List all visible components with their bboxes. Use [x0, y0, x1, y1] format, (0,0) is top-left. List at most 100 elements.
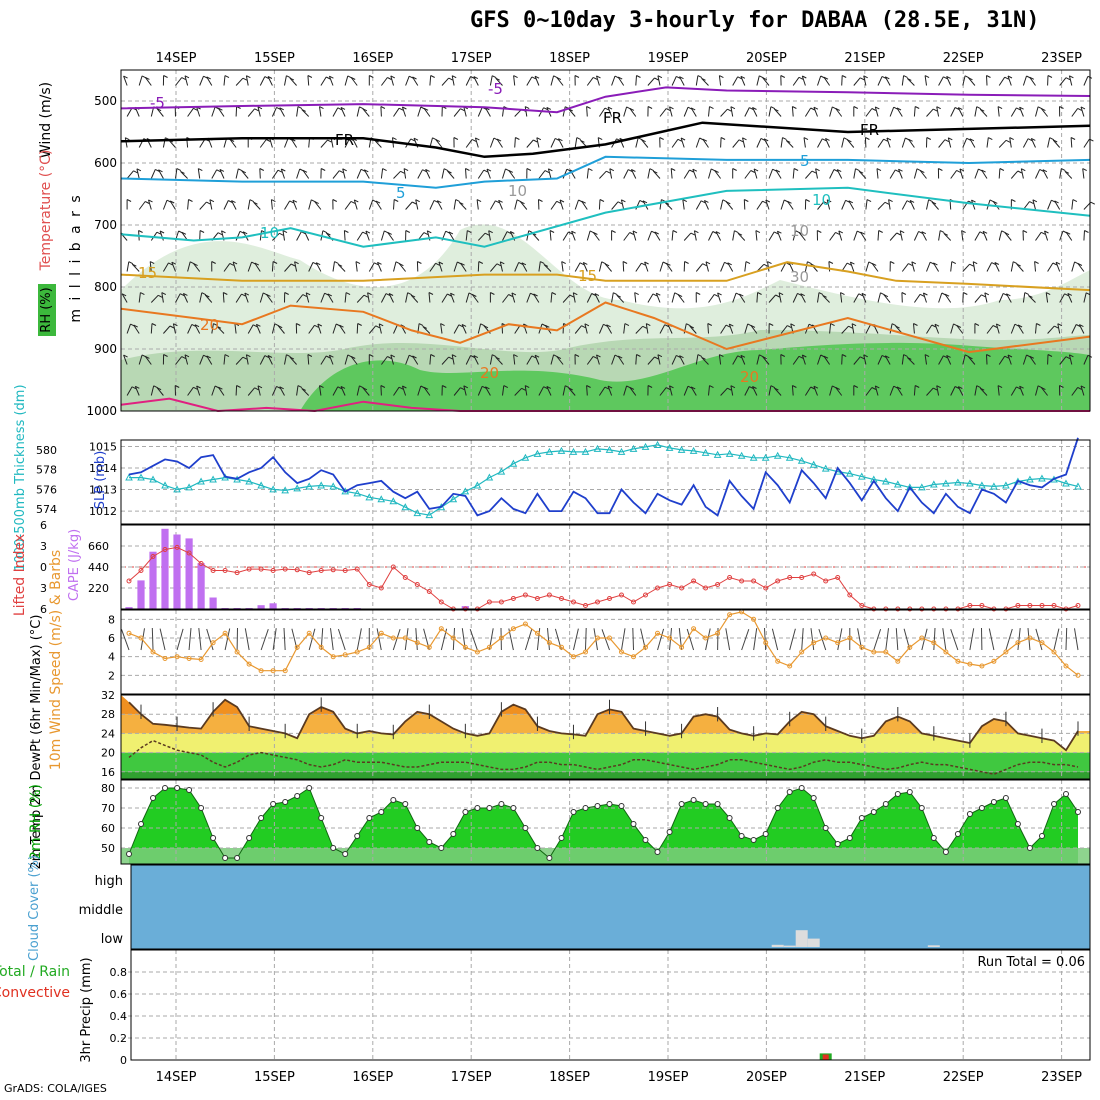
wind-barb-flag — [277, 169, 283, 173]
wind-barb — [488, 230, 491, 241]
wind-barb-flag — [719, 354, 724, 358]
wind-barb — [693, 230, 697, 241]
wind-barb-flag — [460, 262, 465, 266]
surface-wind-barb — [547, 628, 550, 651]
wind-barb-flag — [533, 139, 538, 143]
thickness-point — [797, 456, 806, 464]
wind-barb — [126, 107, 133, 117]
wind-barb-flag — [427, 230, 432, 234]
wind-barb — [393, 170, 401, 179]
wind-barb-flag — [958, 386, 963, 390]
wind-barb-flag — [374, 262, 379, 266]
wind-barb — [986, 325, 994, 334]
wind-barb-flag — [447, 293, 452, 297]
wind-barb — [768, 231, 775, 241]
wind-barb-flag — [629, 232, 634, 235]
wind-barb-flag — [272, 261, 278, 264]
thickness-point — [425, 511, 434, 519]
wind-barb-flag — [907, 356, 912, 360]
wind-barb-flag — [802, 354, 807, 358]
wind-barb — [829, 106, 833, 117]
wind-barb — [655, 293, 661, 303]
wind-barb — [708, 294, 715, 303]
wind-tick: 4 — [108, 651, 115, 664]
wind-speed-point — [270, 668, 276, 674]
precip-tick: 0.8 — [110, 966, 128, 979]
thickness-point — [713, 450, 722, 458]
isotherm-15 — [120, 261, 1091, 292]
wind-barb-flag — [491, 354, 497, 358]
wind-barb-flag — [450, 292, 455, 296]
wind-barb — [184, 354, 189, 365]
wind-barb — [994, 262, 1000, 272]
wind-barb-flag — [508, 169, 514, 173]
wind-barb-flag — [1042, 169, 1048, 173]
wind-barb — [526, 293, 531, 303]
wind-barb-flag — [700, 200, 706, 204]
wind-barb — [417, 385, 422, 396]
wind-barb-flag — [322, 230, 328, 234]
wind-barb — [632, 230, 637, 241]
wind-barb — [362, 387, 370, 396]
wind-barb — [720, 199, 724, 210]
wind-barb — [888, 199, 891, 210]
wind-barb-flag — [423, 107, 429, 111]
wind-barb — [284, 354, 287, 365]
wind-barb — [1035, 169, 1041, 179]
wind-barb-flag — [835, 387, 840, 390]
wind-barb-flag — [252, 324, 258, 328]
wind-barb — [138, 292, 141, 303]
wind-barb-flag — [943, 232, 949, 236]
surface-wind-barb — [686, 628, 695, 651]
wind-barb-flag — [1061, 168, 1066, 172]
wind-barb — [272, 232, 280, 241]
wind-barb-flag — [792, 106, 797, 109]
surface-wind-barb — [601, 629, 610, 651]
wind-barb-flag — [241, 293, 246, 297]
wind-barb-flag — [926, 137, 932, 140]
wind-barb — [463, 385, 467, 396]
wind-barb — [526, 230, 530, 241]
wind-barb — [245, 75, 249, 86]
rh-point — [558, 835, 565, 841]
wind-barb — [1010, 386, 1017, 396]
wind-barb — [380, 77, 388, 86]
wind-barb — [606, 324, 613, 334]
lifted-index-point — [1075, 603, 1081, 608]
wind-barb-flag — [455, 199, 460, 203]
wind-barb-flag — [264, 76, 270, 80]
wind-barb-flag — [496, 263, 502, 267]
precip-axis-label: 3hr Precip (mm) — [79, 957, 94, 1062]
wind-barb — [1059, 230, 1064, 241]
wind-barb — [199, 76, 204, 86]
temp-line — [128, 698, 1079, 752]
wind-barb-flag — [485, 386, 490, 390]
wind-barb — [841, 325, 849, 334]
wind-barb — [908, 139, 915, 148]
thickness-point — [401, 503, 410, 511]
wind-barb-flag — [377, 261, 382, 265]
wind-barb-flag — [350, 200, 356, 204]
wind-barb — [889, 169, 896, 179]
wind-barb-flag — [823, 201, 829, 205]
wind-barb-flag — [613, 292, 618, 296]
wind-barb — [791, 106, 794, 117]
temp-frame — [120, 694, 1091, 780]
wind-barb — [913, 231, 920, 241]
wind-barb-flag — [986, 354, 991, 357]
wind-barb-flag — [649, 168, 655, 172]
wind-barb — [986, 137, 989, 148]
wind-barb — [363, 169, 370, 179]
wind-barb — [1083, 292, 1087, 303]
wind-barb — [319, 385, 322, 396]
wind-barb — [792, 356, 800, 365]
wind-barb — [222, 292, 225, 303]
wind-barb — [647, 231, 652, 241]
wind-barb — [315, 262, 322, 272]
wind-barb-flag — [730, 106, 736, 110]
wind-barb-flag — [654, 231, 659, 235]
wind-barb-flag — [241, 170, 247, 174]
wind-barb — [1083, 76, 1089, 86]
wind-barb — [223, 200, 229, 210]
wind-barb-flag — [271, 199, 276, 203]
